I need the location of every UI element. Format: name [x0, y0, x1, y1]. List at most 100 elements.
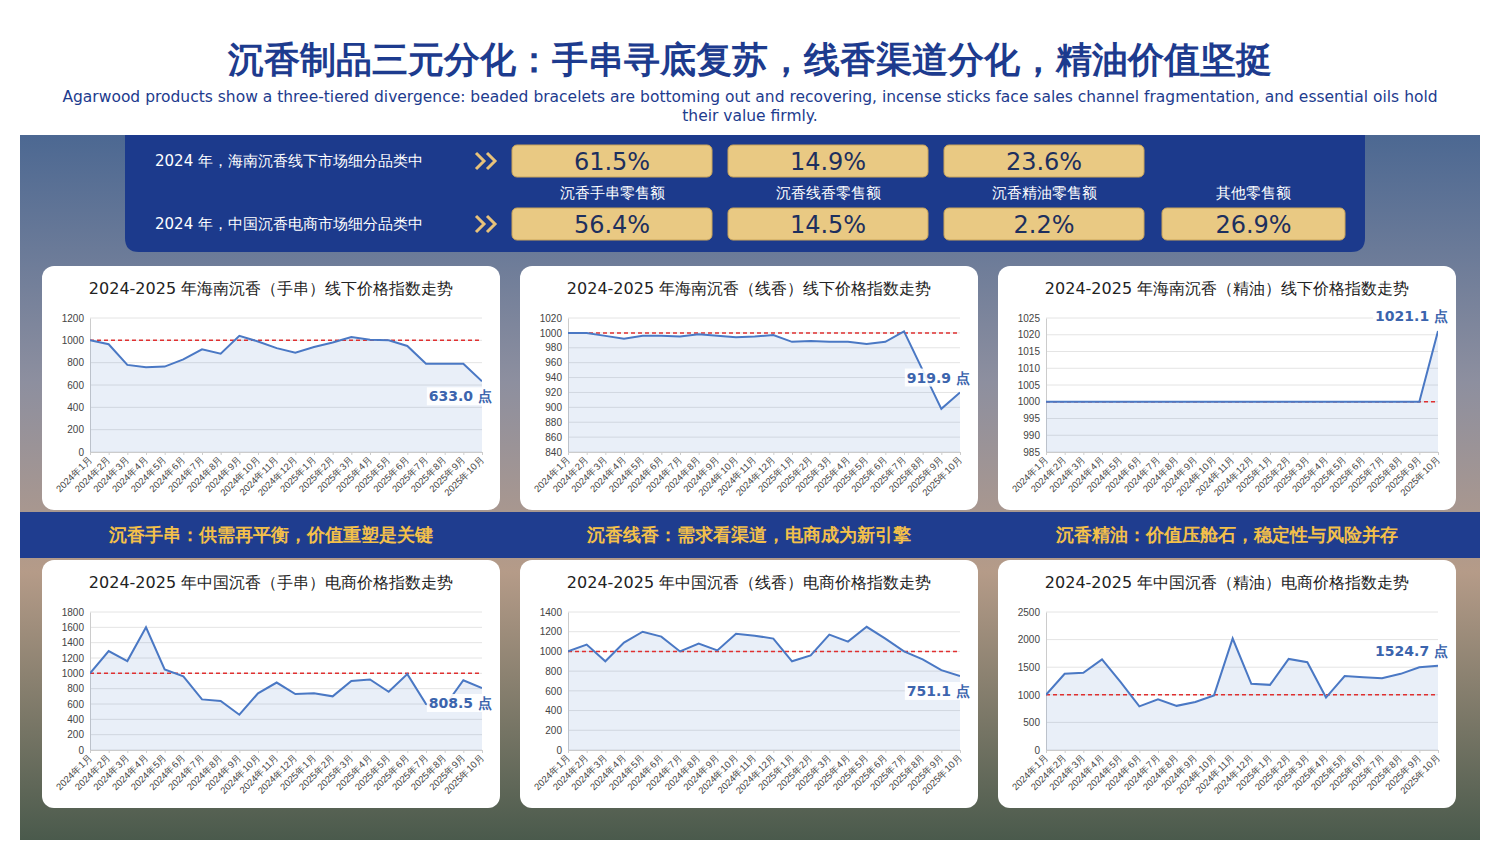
- y-tick: 995: [1023, 413, 1046, 424]
- x-tick-mark: [1177, 750, 1178, 753]
- x-tick-mark: [146, 452, 147, 455]
- label-patch: [427, 694, 494, 712]
- x-tick-mark: [221, 750, 222, 753]
- x-tick-mark: [1046, 750, 1047, 753]
- x-tick-mark: [867, 452, 868, 455]
- value-label: 1524.7 点: [1375, 643, 1448, 659]
- title: 沉香制品三元分化：手串寻底复苏，线香渠道分化，精油价值坚挺: [0, 36, 1500, 85]
- value-label: 633.0 点: [429, 388, 492, 404]
- x-tick-mark: [624, 452, 625, 455]
- x-tick-mark: [960, 452, 961, 455]
- pill-value: 61.5%: [574, 148, 650, 176]
- x-tick-mark: [941, 750, 942, 753]
- category-label: 沉香精油零售额: [992, 184, 1097, 202]
- x-tick-mark: [277, 452, 278, 455]
- x-tick-mark: [1102, 750, 1103, 753]
- section-head: 沉香手串：供需再平衡，价值重塑是关键: [108, 524, 433, 545]
- grid-line: [1046, 368, 1438, 369]
- y-tick: 200: [67, 729, 90, 740]
- y-tick: 1200: [62, 313, 90, 324]
- x-tick-mark: [1251, 452, 1252, 455]
- y-tick: 1025: [1018, 313, 1046, 324]
- x-tick: 2025年10月: [1398, 452, 1442, 498]
- x-tick-mark: [755, 750, 756, 753]
- panel: [998, 266, 1456, 510]
- x-axis: 2024年1月2024年2月2024年3月2024年4月2024年5月2024年…: [532, 452, 965, 498]
- x-tick-mark: [295, 750, 296, 753]
- x-tick-mark: [1307, 750, 1308, 753]
- x-tick-mark: [829, 452, 830, 455]
- x-tick-mark: [1195, 452, 1196, 455]
- y-tick-label: 1000: [62, 668, 85, 679]
- y-tick-label: 1005: [1018, 380, 1041, 391]
- header-panel: [125, 135, 1365, 252]
- y-tick-label: 1500: [1018, 662, 1041, 673]
- x-tick-mark: [904, 452, 905, 455]
- x-tick-mark: [792, 452, 793, 455]
- value-label: 751.1 点: [907, 683, 970, 699]
- x-tick-mark: [239, 452, 240, 455]
- x-tick-mark: [314, 452, 315, 455]
- baseline: [568, 651, 960, 653]
- x-tick: 2025年10月: [920, 452, 964, 498]
- chart-title: 2024-2025 年中国沉香（精油）电商价格指数走势: [1045, 573, 1409, 592]
- chart-title: 2024-2025 年海南沉香（手串）线下价格指数走势: [89, 279, 453, 298]
- x-tick-mark: [661, 452, 662, 455]
- x-axis: 2024年1月2024年2月2024年3月2024年4月2024年5月2024年…: [1010, 750, 1443, 796]
- x-tick-mark: [165, 452, 166, 455]
- x-tick-mark: [811, 750, 812, 753]
- y-tick-label: 1000: [540, 646, 563, 657]
- y-tick: 980: [545, 342, 568, 353]
- y-tick-label: 800: [67, 683, 84, 694]
- x-tick-mark: [792, 750, 793, 753]
- x-tick-mark: [445, 750, 446, 753]
- x-tick-mark: [923, 750, 924, 753]
- x-tick-mark: [960, 750, 961, 753]
- y-tick-label: 1200: [62, 313, 85, 324]
- y-tick-label: 400: [545, 705, 562, 716]
- pill: [728, 145, 928, 177]
- x-tick-mark: [90, 750, 91, 753]
- x-tick-mark: [1419, 452, 1420, 455]
- section-head: 沉香精油：价值压舱石，稳定性与风险并存: [1055, 524, 1398, 545]
- grid-line: [1046, 612, 1438, 613]
- y-tick-label: 995: [1023, 413, 1040, 424]
- y-tick-label: 880: [545, 417, 562, 428]
- y-tick-label: 1800: [62, 607, 85, 618]
- pill: [728, 208, 928, 240]
- y-tick: 1005: [1018, 380, 1046, 391]
- y-tick: 200: [545, 725, 568, 736]
- x-tick-mark: [1195, 750, 1196, 753]
- subtitle: Agarwood products show a three-tiered di…: [50, 88, 1450, 126]
- x-tick-mark: [587, 750, 588, 753]
- x-tick-mark: [333, 452, 334, 455]
- plot-marks: [568, 627, 960, 750]
- background: [20, 135, 1480, 840]
- x-tick-mark: [717, 452, 718, 455]
- x-tick-mark: [1419, 750, 1420, 753]
- line: [568, 627, 960, 676]
- y-tick: 1010: [1018, 363, 1046, 374]
- x-tick-mark: [1177, 452, 1178, 455]
- x-tick-mark: [568, 452, 569, 455]
- y-tick: 400: [545, 705, 568, 716]
- x-tick-mark: [1065, 452, 1066, 455]
- y-tick: 1400: [540, 607, 568, 618]
- x-tick-mark: [1363, 452, 1364, 455]
- y-tick-label: 980: [545, 342, 562, 353]
- chevron: [487, 216, 495, 232]
- label-patch: [427, 387, 494, 405]
- x-axis: 2024年1月2024年2月2024年3月2024年4月2024年5月2024年…: [532, 750, 965, 796]
- x-tick-mark: [389, 452, 390, 455]
- y-tick-label: 1200: [540, 626, 563, 637]
- x-tick-mark: [699, 452, 700, 455]
- canvas-svg: 2024 年，海南沉香线下市场细分品类中61.5%14.9%23.6%2024 …: [0, 0, 1500, 860]
- y-tick-label: 1000: [1018, 690, 1041, 701]
- plot-marks: [1046, 331, 1438, 452]
- line: [90, 627, 482, 714]
- y-tick: 1200: [62, 653, 90, 664]
- plot-marks: [90, 336, 482, 452]
- x-tick-mark: [848, 750, 849, 753]
- x-tick-mark: [736, 750, 737, 753]
- y-tick-label: 940: [545, 372, 562, 383]
